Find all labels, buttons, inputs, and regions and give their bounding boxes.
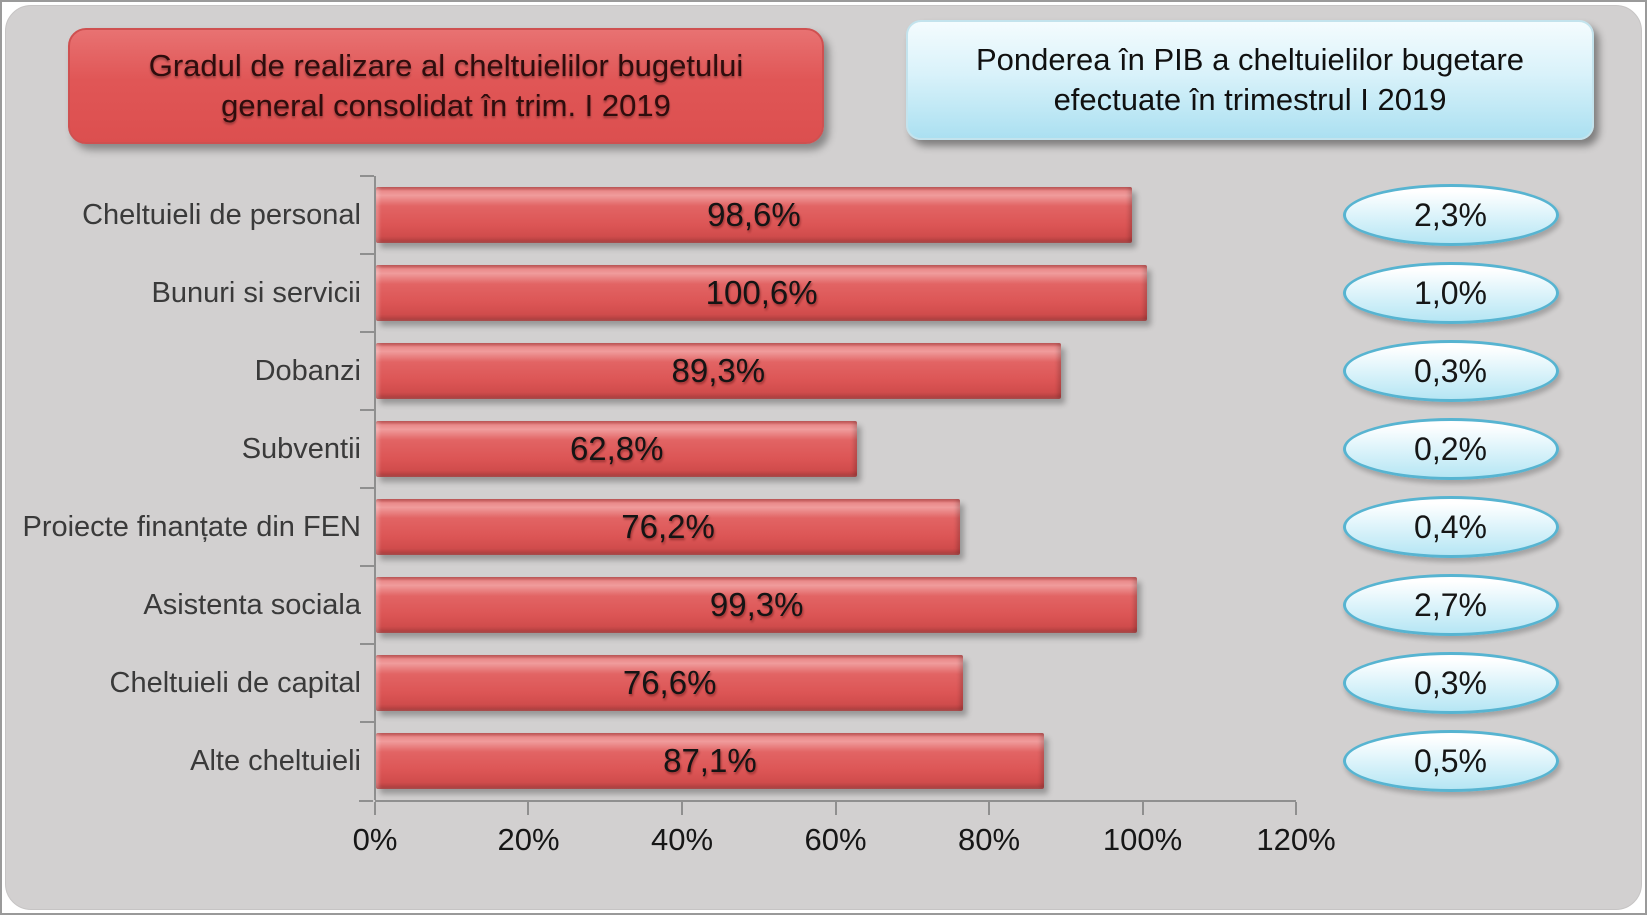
chart-row: Cheltuieli de capital 76,6% 0,3%: [6, 643, 1641, 722]
bar-chart: Cheltuieli de personal 98,6% 2,3% Bunuri…: [6, 175, 1641, 862]
realization-bar: 76,2%: [376, 499, 961, 555]
realization-bar: 89,3%: [376, 343, 1061, 399]
y-axis-tick: [360, 487, 374, 489]
bar-value-label: 100,6%: [705, 274, 818, 311]
category-label: Subventii: [241, 432, 361, 465]
pib-oval: 0,2%: [1342, 418, 1559, 480]
bar-track: 87,1%: [360, 721, 1296, 800]
realization-bar: 76,6%: [376, 655, 964, 711]
x-axis-tick-label: 0%: [352, 822, 398, 857]
category-label: Cheltuieli de personal: [82, 198, 361, 231]
realization-bar: 100,6%: [376, 265, 1148, 321]
category-label: Proiecte finanțate din FEN: [22, 510, 361, 543]
realization-bar: 62,8%: [376, 421, 858, 477]
pib-oval: 1,0%: [1342, 262, 1559, 324]
bar-track: 100,6%: [360, 253, 1296, 332]
category-label: Asistenta sociala: [143, 588, 361, 621]
x-axis-tick: [834, 802, 837, 815]
bar-value-label: 76,6%: [622, 664, 717, 701]
pib-value-label: 2,3%: [1414, 196, 1487, 233]
x-axis-tick-label: 60%: [804, 822, 867, 857]
y-axis-bottom-tick: [359, 800, 373, 802]
x-axis-tick-label: 80%: [957, 822, 1021, 857]
bar-track: 62,8%: [360, 409, 1296, 488]
x-axis: 0% 20% 40% 60% 80% 100% 120%: [353, 800, 1336, 862]
bar-track: 99,3%: [360, 565, 1296, 644]
pib-oval: 0,3%: [1342, 340, 1559, 402]
chart-header: Gradul de realizare al cheltuielilor bug…: [6, 6, 1641, 164]
realization-bar: 99,3%: [376, 577, 1138, 633]
chart-row: Cheltuieli de personal 98,6% 2,3%: [6, 175, 1641, 254]
realization-bar: 98,6%: [376, 187, 1132, 243]
y-axis-tick: [360, 643, 374, 645]
y-axis-tick: [360, 565, 374, 567]
chart-row: Subventii 62,8% 0,2%: [6, 409, 1641, 488]
category-label: Dobanzi: [254, 354, 361, 387]
right-title: Ponderea în PIB a cheltuielilor bugetare…: [975, 41, 1525, 117]
bar-value-label: 76,2%: [621, 508, 715, 545]
bar-track: 98,6%: [360, 175, 1296, 254]
x-axis-tick: [1295, 802, 1297, 815]
bar-track: 76,6%: [360, 643, 1296, 722]
x-axis-tick: [680, 802, 683, 815]
bar-value-label: 87,1%: [663, 742, 757, 779]
pib-oval: 2,3%: [1342, 184, 1559, 246]
pib-value-label: 2,7%: [1414, 586, 1487, 623]
x-axis-tick-label: 120%: [1256, 822, 1336, 857]
x-axis-tick: [1141, 802, 1144, 815]
pib-oval-cell: 1,0%: [1296, 254, 1641, 332]
pib-oval-cell: 2,3%: [1296, 176, 1641, 254]
y-axis-tick: [360, 721, 374, 723]
pib-value-label: 0,2%: [1414, 430, 1487, 467]
pib-value-label: 0,3%: [1414, 352, 1487, 389]
y-axis-tick: [360, 409, 374, 411]
x-axis-tick: [374, 802, 376, 815]
category-label: Alte cheltuieli: [190, 744, 361, 777]
y-axis-tick: [360, 253, 374, 255]
x-axis-tick-label: 20%: [497, 822, 560, 857]
chart-row: Bunuri si servicii 100,6% 1,0%: [6, 253, 1641, 332]
pib-value-label: 0,3%: [1414, 664, 1487, 701]
pib-oval-cell: 0,2%: [1296, 410, 1641, 488]
pib-oval-cell: 0,3%: [1296, 644, 1641, 722]
chart-row: Asistenta sociala 99,3% 2,7%: [6, 565, 1641, 644]
bar-track: 76,2%: [360, 487, 1296, 566]
x-axis-tick: [987, 802, 990, 815]
pib-oval-cell: 0,5%: [1296, 722, 1641, 800]
x-axis-tick-label: 100%: [1102, 822, 1183, 857]
y-axis-tick: [360, 331, 374, 333]
left-title-box: Gradul de realizare al cheltuielilor bug…: [68, 28, 824, 144]
chart-panel: Gradul de realizare al cheltuielilor bug…: [5, 5, 1642, 910]
x-axis-tick: [527, 802, 530, 815]
chart-row: Proiecte finanțate din FEN 76,2% 0,4%: [6, 487, 1641, 566]
pib-oval: 0,4%: [1342, 496, 1559, 558]
pib-value-label: 0,5%: [1414, 742, 1487, 779]
pib-value-label: 1,0%: [1414, 274, 1487, 311]
category-label: Cheltuieli de capital: [109, 666, 361, 699]
chart-row: Dobanzi 89,3% 0,3%: [6, 331, 1641, 410]
bar-value-label: 62,8%: [569, 430, 664, 467]
pib-oval-cell: 2,7%: [1296, 566, 1641, 644]
y-axis-tick: [360, 175, 374, 177]
pib-value-label: 0,4%: [1414, 508, 1487, 545]
x-axis-tick-label: 40%: [650, 822, 714, 857]
pib-oval-cell: 0,4%: [1296, 488, 1641, 566]
realization-bar: 87,1%: [376, 733, 1044, 789]
left-title: Gradul de realizare al cheltuielilor bug…: [148, 48, 744, 123]
bar-value-label: 89,3%: [671, 352, 766, 389]
pib-oval: 0,5%: [1342, 730, 1559, 792]
bar-track: 89,3%: [360, 331, 1296, 410]
bar-value-label: 99,3%: [709, 586, 804, 623]
bar-value-label: 98,6%: [707, 196, 801, 233]
pib-oval: 0,3%: [1342, 652, 1559, 714]
chart-row: Alte cheltuieli 87,1% 0,5%: [6, 721, 1641, 800]
pib-oval: 2,7%: [1342, 574, 1559, 636]
right-title-box: Ponderea în PIB a cheltuielilor bugetare…: [906, 20, 1594, 140]
pib-oval-cell: 0,3%: [1296, 332, 1641, 410]
category-label: Bunuri si servicii: [151, 276, 362, 309]
chart-rows: Cheltuieli de personal 98,6% 2,3% Bunuri…: [6, 175, 1641, 800]
